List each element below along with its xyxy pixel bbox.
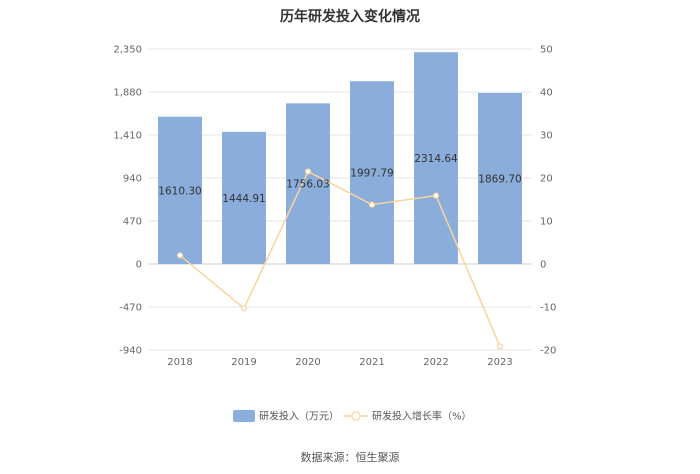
left-tick-label: 1,880 <box>113 88 142 99</box>
right-tick-label: -20 <box>540 346 556 357</box>
bar <box>478 92 522 264</box>
left-tick-label: 2,350 <box>113 45 142 56</box>
x-tick-label: 2023 <box>487 357 512 368</box>
right-tick-label: -10 <box>540 303 556 314</box>
x-tick-label: 2021 <box>359 357 384 368</box>
right-tick-label: 50 <box>540 45 553 56</box>
x-tick-label: 2020 <box>295 357 320 368</box>
bar <box>222 131 266 264</box>
growth-line <box>179 170 501 347</box>
chart-title: 历年研发投入变化情况 <box>280 9 420 25</box>
left-tick-label: 0 <box>136 260 142 271</box>
growth-point <box>496 343 504 350</box>
source-note: 数据来源：恒生聚源 <box>300 451 400 464</box>
bar-value-label: 1610.30 <box>158 185 201 197</box>
x-tick-label: 2022 <box>423 357 448 368</box>
legend-bar-label: 研发投入（万元） <box>259 410 339 423</box>
right-tick-label: 40 <box>540 88 553 99</box>
bar-value-label: 1997.79 <box>350 168 393 180</box>
right-tick-label: 30 <box>540 131 553 142</box>
legend-bar-swatch <box>233 410 255 422</box>
bar <box>286 103 330 264</box>
growth-point <box>176 252 184 259</box>
legend-line-label: 研发投入增长率（%） <box>372 410 472 423</box>
growth-point <box>240 305 248 312</box>
bar-value-label: 1756.03 <box>286 179 329 191</box>
x-tick-label: 2018 <box>167 357 192 368</box>
bar <box>350 81 394 264</box>
right-tick-label: 10 <box>540 217 553 228</box>
bar <box>158 116 202 264</box>
right-tick-label: 20 <box>540 174 553 185</box>
legend-line-marker <box>351 411 361 421</box>
left-tick-label: 940 <box>123 174 142 185</box>
left-tick-label: 470 <box>123 217 142 228</box>
x-tick-label: 2019 <box>231 357 256 368</box>
growth-point <box>304 168 312 175</box>
left-tick-label: -470 <box>119 303 142 314</box>
growth-point <box>368 201 376 208</box>
bar-value-label: 1869.70 <box>478 173 521 185</box>
growth-point <box>432 192 440 199</box>
bar-value-label: 2314.64 <box>414 153 458 165</box>
bar-value-label: 1444.91 <box>222 193 265 205</box>
left-tick-label: -940 <box>119 346 142 357</box>
right-tick-label: 0 <box>540 260 546 271</box>
left-tick-label: 1,410 <box>113 131 142 142</box>
